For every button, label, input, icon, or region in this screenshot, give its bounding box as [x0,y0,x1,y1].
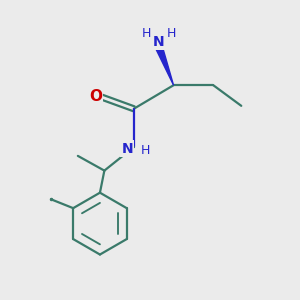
Polygon shape [155,46,174,85]
Text: H: H [167,27,176,40]
Text: H: H [140,144,150,157]
Text: N: N [122,142,133,155]
Text: H: H [142,27,151,40]
Text: N: N [153,34,165,49]
Text: O: O [89,89,102,104]
